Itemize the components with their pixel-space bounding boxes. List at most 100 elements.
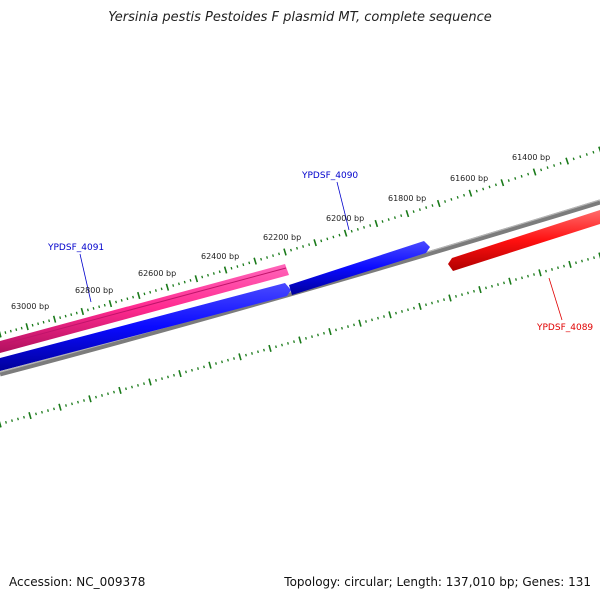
inner-ring-minor-tick [113, 390, 115, 394]
inner-ring-minor-tick [503, 281, 505, 285]
inner-ring-minor-tick [161, 377, 163, 381]
gene-ypdsf-4090-arrow[interactable] [289, 241, 430, 295]
outer-ring-major-tick [405, 210, 410, 218]
tick-label: 62000 bp [326, 214, 364, 223]
inner-ring-minor-tick [557, 266, 559, 270]
inner-ring-major-tick [568, 260, 572, 268]
outer-ring-major-tick [52, 315, 57, 323]
outer-ring-minor-tick [70, 313, 73, 316]
outer-ring-minor-tick [444, 200, 447, 203]
outer-ring-minor-tick [482, 187, 485, 191]
inner-ring-minor-tick [527, 274, 529, 278]
inner-ring-minor-tick [95, 395, 97, 399]
outer-ring-minor-tick [115, 300, 118, 304]
inner-ring-minor-tick [491, 284, 493, 288]
outer-ring-minor-tick [456, 195, 459, 199]
inner-ring-minor-tick [197, 367, 199, 370]
inner-ring-minor-tick [335, 328, 337, 332]
outer-ring-minor-tick [212, 272, 215, 275]
outer-ring-minor-tick [98, 305, 101, 309]
inner-ring-minor-tick [347, 325, 349, 328]
tick-label: 62400 bp [201, 252, 239, 261]
outer-ring-major-tick [468, 189, 473, 197]
outer-ring-minor-tick [381, 220, 384, 223]
inner-ring-major-tick [88, 395, 92, 403]
outer-ring-minor-tick [59, 316, 62, 320]
outer-ring-major-tick [108, 300, 113, 308]
outer-ring-major-tick [374, 219, 379, 228]
outer-ring-minor-tick [42, 320, 45, 324]
outer-ring-minor-tick [48, 319, 51, 323]
inner-ring-minor-tick [17, 417, 19, 421]
inner-ring-minor-tick [275, 345, 277, 349]
map-title: Yersinia pestis Pestoides F plasmid MT, … [108, 10, 492, 25]
inner-ring-minor-tick [173, 373, 175, 377]
outer-ring-minor-tick [183, 280, 186, 284]
inner-ring-minor-tick [563, 264, 565, 268]
outer-ring-major-tick [313, 239, 317, 247]
inner-ring-minor-tick [341, 326, 343, 330]
inner-ring-major-tick [0, 421, 2, 428]
outer-ring-minor-tick [4, 331, 7, 334]
inner-ring-major-tick [478, 286, 482, 294]
gene-label-ypdsf-4090[interactable]: YPDSF_4090 [301, 171, 358, 181]
outer-ring-minor-tick [189, 279, 192, 282]
inner-ring-minor-tick [227, 358, 229, 362]
inner-ring-minor-tick [443, 298, 445, 302]
tick-label: 61800 bp [388, 194, 426, 203]
inner-ring-minor-tick [425, 303, 427, 307]
outer-ring-major-tick [25, 323, 29, 331]
inner-ring-minor-tick [473, 289, 475, 293]
outer-ring-minor-tick [86, 308, 89, 312]
outer-ring-major-tick [253, 257, 257, 265]
inner-ring-minor-tick [41, 410, 43, 414]
gene-label-leader-4090 [336, 181, 350, 231]
outer-tick-ring [0, 146, 600, 338]
outer-ring-minor-tick [272, 254, 275, 258]
inner-ring-minor-tick [467, 291, 469, 295]
inner-ring-minor-tick [23, 415, 25, 419]
outer-ring-minor-tick [160, 287, 163, 291]
gene-ypdsf-4089-arrow[interactable] [448, 210, 600, 271]
inner-ring-minor-tick [101, 394, 103, 397]
outer-ring-minor-tick [120, 299, 123, 302]
gene-ypdsf-4091-arrow[interactable] [0, 283, 291, 371]
inner-ring-minor-tick [233, 357, 235, 360]
outer-ring-minor-tick [207, 273, 209, 277]
outer-ring-minor-tick [592, 150, 595, 154]
inner-ring-minor-tick [185, 370, 187, 374]
outer-ring-minor-tick [143, 292, 146, 296]
inner-ring-minor-tick [485, 286, 487, 290]
inner-ring-major-tick [118, 386, 122, 394]
inner-ring-minor-tick [77, 400, 79, 404]
inner-ring-minor-tick [107, 392, 109, 396]
outer-ring-minor-tick [296, 246, 299, 250]
inner-ring-minor-tick [155, 378, 157, 382]
outer-ring-minor-tick [387, 218, 390, 221]
gene-label-ypdsf-4091[interactable]: YPDSF_4091 [47, 243, 104, 253]
outer-ring-minor-tick [230, 266, 233, 270]
sequence-backbone-highlight [0, 199, 600, 373]
outer-ring-minor-tick [332, 235, 335, 239]
inner-ring-minor-tick [191, 368, 193, 372]
outer-ring-major-tick [80, 307, 85, 316]
outer-ring-minor-tick [126, 297, 129, 301]
outer-ring-major-tick [137, 291, 141, 300]
outer-ring-major-tick [194, 275, 199, 283]
gene-label-ypdsf-4089[interactable]: YPDSF_4089 [536, 323, 593, 333]
outer-ring-minor-tick [154, 289, 157, 292]
inner-ring-minor-tick [431, 301, 433, 305]
outer-ring-minor-tick [132, 295, 135, 299]
inner-ring-minor-tick [587, 257, 589, 261]
inner-ring-minor-tick [437, 299, 439, 303]
outer-ring-minor-tick [431, 204, 434, 207]
inner-ring-minor-tick [125, 387, 127, 391]
sequence-summary: Topology: circular; Length: 137,010 bp; … [284, 575, 591, 589]
inner-ring-minor-tick [593, 256, 595, 260]
inner-ring-minor-tick [545, 269, 547, 273]
outer-ring-minor-tick [75, 311, 78, 315]
outer-ring-minor-tick [507, 179, 510, 182]
inner-ring-minor-tick [287, 341, 289, 345]
tick-label: 61600 bp [450, 174, 488, 183]
outer-ring-major-tick [532, 168, 537, 176]
